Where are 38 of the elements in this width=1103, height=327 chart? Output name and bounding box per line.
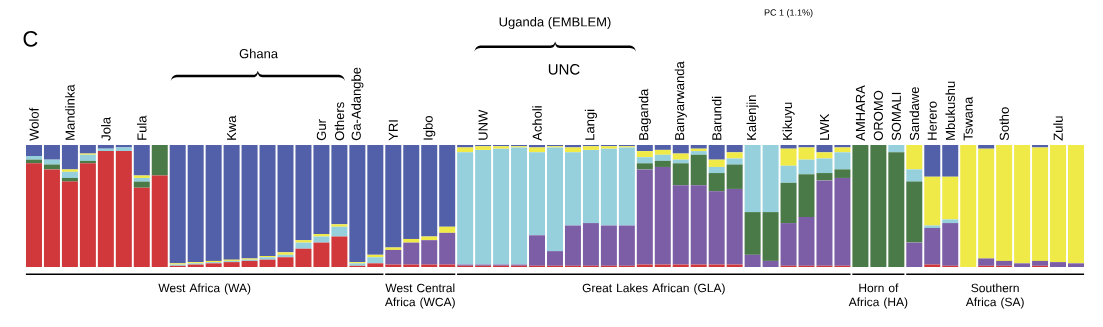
x-tick-label: Sotho xyxy=(999,107,1009,141)
x-tick-label: LWK xyxy=(820,113,829,140)
x-tick-label: YRI xyxy=(388,120,398,141)
x-tick-label: Langi xyxy=(584,109,597,140)
x-tick-label: Tswana xyxy=(963,96,973,141)
x-tick-label: Gur xyxy=(316,119,327,141)
x-tick-label: Wolof xyxy=(29,107,39,141)
x-tick-label: Zulu xyxy=(1053,116,1063,141)
text: Ghana xyxy=(239,48,279,59)
text: UNC xyxy=(548,64,580,75)
text: Great Lakes African (GLA) xyxy=(582,283,725,295)
text: Horn of Africa (HA) xyxy=(848,283,908,309)
text: West Africa (WA) xyxy=(158,283,251,295)
text: C xyxy=(23,31,38,47)
text: PC 1 (1.1%) xyxy=(764,9,813,18)
x-tick-label: Fula xyxy=(137,115,147,140)
x-tick-label: Jola xyxy=(101,116,111,141)
x-tick-label: Acholi xyxy=(532,106,542,141)
text: Uganda (EMBLEM) xyxy=(499,16,611,30)
text: West Central Africa (WCA) xyxy=(384,283,455,309)
x-tick-label: Kalenjin xyxy=(746,95,759,140)
x-tick-label: Herero xyxy=(927,101,937,140)
x-tick-label: Mbukushu xyxy=(945,81,956,140)
x-tick-label: Igbo xyxy=(423,116,436,140)
x-tick-label: Barundi xyxy=(711,96,722,140)
x-tick-label: Kikuyu xyxy=(782,102,795,140)
x-tick-label: Mandinka xyxy=(65,84,75,140)
text: Southern Africa (SA) xyxy=(965,283,1024,309)
x-tick-label: Others xyxy=(334,102,345,141)
x-tick-label: Banyarwanda xyxy=(674,61,687,140)
x-tick-label: OROMO xyxy=(873,90,883,141)
x-tick-label: Kwa xyxy=(227,115,237,140)
x-tick-label: AMHARA xyxy=(855,85,865,141)
x-tick-label: SOMALI xyxy=(891,92,901,141)
x-tick-label: Sandawe xyxy=(909,87,920,141)
x-tick-label: Baganda xyxy=(638,88,651,140)
x-tick-label: UNW xyxy=(478,109,488,140)
x-tick-label: Ga-Adangbe xyxy=(351,67,364,141)
